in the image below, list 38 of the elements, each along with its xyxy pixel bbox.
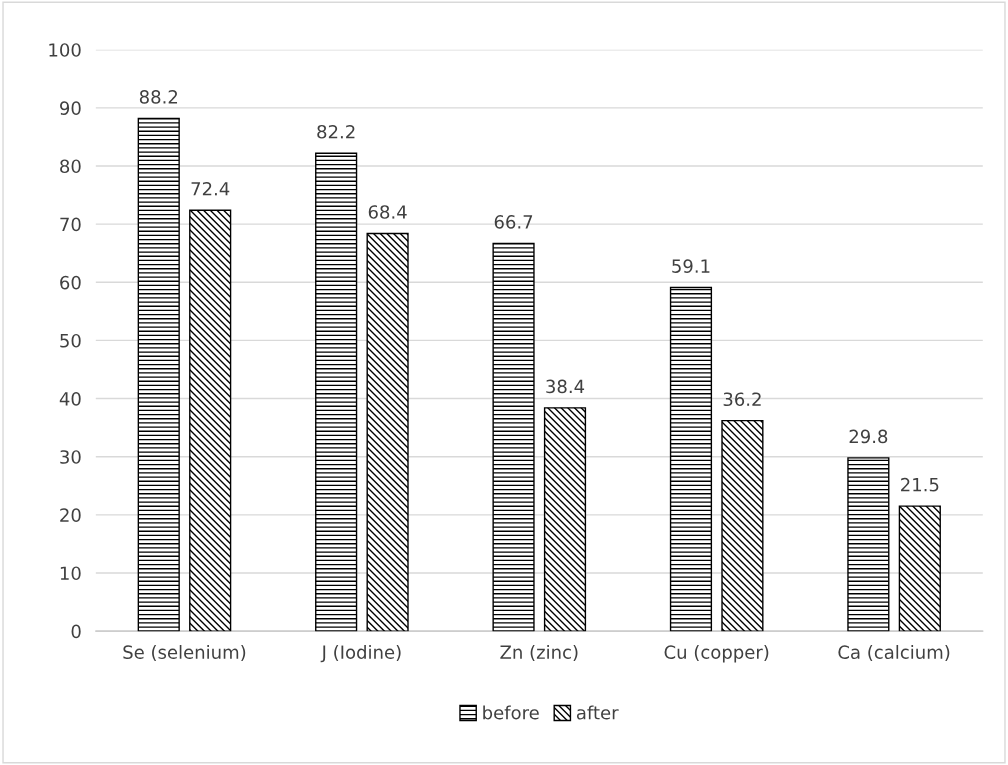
y-tick-label: 50	[60, 333, 81, 348]
bar	[315, 152, 358, 632]
bar	[137, 117, 180, 632]
bar	[669, 286, 713, 632]
y-tick-label: 60	[60, 275, 81, 290]
x-tick-label: Cu (copper)	[664, 645, 769, 663]
bar	[366, 232, 409, 632]
bar	[898, 505, 941, 632]
y-tick-label: 40	[59, 392, 81, 406]
data-label: 82.2	[317, 124, 355, 139]
data-label: 38.4	[546, 379, 585, 394]
y-tick-label: 100	[49, 43, 81, 57]
y-tick-label: 0	[71, 624, 81, 639]
data-label: 29.8	[849, 429, 888, 444]
bar	[543, 407, 587, 632]
legend-label: after	[576, 705, 619, 720]
data-label: 66.7	[494, 215, 533, 229]
data-label: 88.2	[139, 90, 178, 104]
x-tick-label: J (Iodine)	[320, 645, 401, 663]
x-tick-label: Zn (zinc)	[500, 645, 578, 662]
y-tick-label: 70	[60, 217, 81, 232]
bar	[189, 209, 232, 632]
y-tick-label: 90	[60, 101, 81, 115]
data-label: 21.5	[901, 477, 939, 492]
y-tick-label: 80	[60, 159, 81, 174]
bar	[721, 419, 764, 632]
bar	[492, 242, 535, 632]
y-tick-label: 10	[60, 566, 81, 581]
y-tick-label: 20	[60, 508, 81, 522]
data-label: 36.2	[723, 392, 761, 407]
y-tick-label: 30	[60, 450, 81, 464]
data-label: 72.4	[191, 181, 230, 196]
data-label: 68.4	[368, 205, 407, 219]
bar	[847, 457, 890, 632]
x-tick-label: Ca (calcium)	[838, 645, 950, 662]
x-tick-label: Se (selenium)	[123, 645, 246, 662]
legend-label: before	[483, 705, 539, 720]
data-label: 59.1	[672, 259, 710, 273]
